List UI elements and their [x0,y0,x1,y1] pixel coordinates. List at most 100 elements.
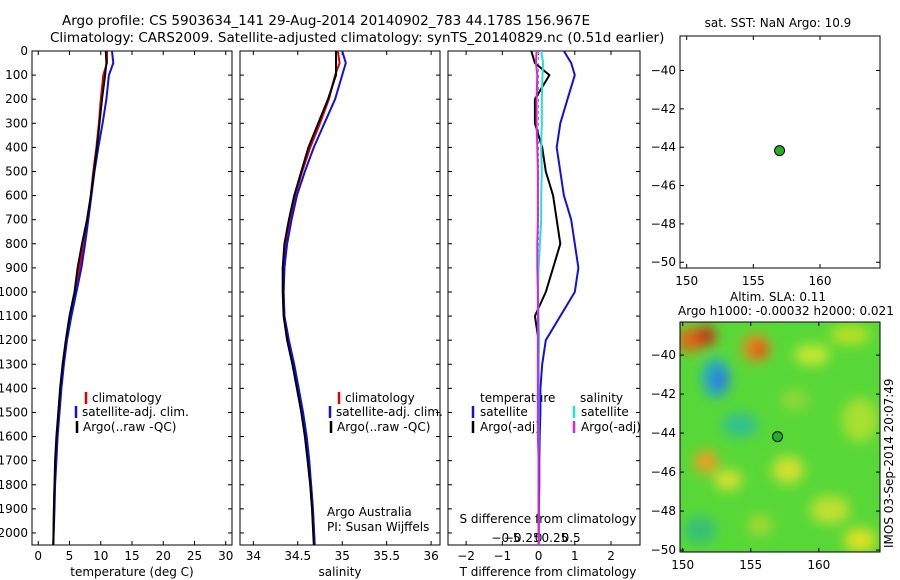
sla_map-xtick-label: 155 [739,558,762,572]
temperature-series-1 [52,50,115,546]
salinity-series-2 [281,51,337,546]
sla_map-float-position [772,431,784,443]
sla-map-frame [679,321,881,553]
temperature-axes-frame [31,50,233,546]
salinity-legend-argo: Argo(..raw -QC) [337,420,430,434]
difference-s-tick-label: −0.25 [504,531,541,545]
difference-xtick-label: 1 [571,549,579,563]
temperature-xtick-label: 25 [187,549,202,563]
sst-map-title: sat. SST: NaN Argo: 10.9 [705,16,852,30]
sla_map-ytick-label: −42 [651,387,676,401]
salinity-annotation-line-2: PI: Susan Wijffels [327,520,429,534]
temperature-xtick-label: 15 [124,549,139,563]
difference-xtick-label: −1 [493,549,511,563]
difference-top-label: S difference from climatology [460,512,637,526]
temperature-ytick-label: 700 [5,213,28,227]
sla-blob [714,470,742,490]
sla-blob [722,413,758,437]
sla_map-ytick-label: −50 [651,543,676,557]
salinity-legend-climatology: climatology [345,391,415,405]
sst_map-ytick-label: −46 [651,179,676,193]
difference-s-tick-label: −0.5 [491,531,520,545]
difference-xtick-label: 0 [535,549,543,563]
sla-blob [810,496,850,524]
difference-x-label: T difference from climatology [459,565,637,579]
header-line-1: Argo profile: CS 5903634_141 29-Aug-2014… [62,13,590,29]
temperature-legend: climatology satellite-adj. clim. Argo(..… [74,391,189,434]
temperature-x-label: temperature (deg C) [70,565,193,579]
difference-s-tick-label: 0.5 [562,531,581,545]
temperature-ytick-label: 1400 [0,381,28,395]
sla-blob [713,370,727,390]
temperature-legend-climatology: climatology [92,391,162,405]
sla-blob [842,398,878,442]
temperature-ytick-label: 1500 [0,405,28,419]
sla-map-panel: Altim. SLA: 0.11 Argo h1000: -0.00032 h2… [651,290,894,572]
sla-heatmap [680,322,880,552]
sst_map-xtick-label: 150 [675,274,698,288]
header-line-2: Climatology: CARS2009. Satellite-adjuste… [50,30,664,46]
temperature-ytick-label: 1900 [0,502,28,516]
sst-map-panel: sat. SST: NaN Argo: 10.9 −40 −42 −44 −46 −48… [651,16,881,288]
salinity-series-0 [282,50,341,546]
salinity-legend: climatology satellite-adj. clim. Argo(..… [328,391,443,434]
salinity-xtick-label: 34 [246,549,261,563]
sst_map-ytick-label: −48 [651,217,676,231]
salinity-xtick-label: 34.5 [284,549,311,563]
difference-legend-title-salinity: salinity [580,391,623,405]
temperature-ytick-label: 600 [5,189,28,203]
salinity-legend-satellite: satellite-adj. clim. [336,405,443,419]
temperature-ytick-label: 1600 [0,430,28,444]
difference-xtick-label: 2 [607,549,615,563]
temperature-legend-satellite: satellite-adj. clim. [82,405,189,419]
temperature-xtick-label: 5 [66,549,74,563]
salinity-xtick-label: 35.5 [373,549,400,563]
sla-blob [830,325,870,345]
salinity-xtick-label: 36 [423,549,438,563]
sst_map-xtick-label: 160 [809,274,832,288]
temperature-series-2 [52,50,108,546]
sla-blob [844,528,876,552]
temperature-ytick-label: 800 [5,237,28,251]
sst_map-float-position [774,145,786,157]
salinity-panel: salinity climatology satellite-adj. clim… [239,50,443,579]
difference-legend: temperature salinity satellite Argo(-adj… [471,391,641,434]
difference-xtick-label: −2 [457,549,475,563]
temperature-ytick-label: 1100 [0,309,28,323]
temperature-ytick-label: 500 [5,164,28,178]
temperature-ytick-label: 300 [5,116,28,130]
temperature-xtick-label: 30 [218,549,233,563]
sla-blob [781,390,809,410]
temperature-ytick-label: 1800 [0,478,28,492]
temperature-xtick-label: 10 [93,549,108,563]
sst_map-ytick-label: −42 [651,102,676,116]
temperature-ytick-label: 0 [20,44,28,58]
difference-legend-title-temperature: temperature [480,391,555,405]
temperature-legend-argo: Argo(..raw -QC) [83,420,176,434]
imos-timestamp: IMOS 03-Sep-2014 20:07:49 [882,378,896,548]
temperature-xtick-label: 0 [34,549,42,563]
sla-map-title-line-2: Argo h1000: -0.00032 h2000: 0.021 [678,304,894,318]
temperature-ytick-label: 1000 [0,285,28,299]
difference-legend-s-argo: Argo(-adj) [581,420,641,434]
sla_map-ytick-label: −46 [651,465,676,479]
sst_map-ytick-label: −40 [651,64,676,78]
temperature-ytick-label: 900 [5,261,28,275]
sst_map-ytick-label: −44 [651,140,676,154]
temperature-ytick-label: 200 [5,92,28,106]
sla-blob [748,515,772,535]
temperature-ytick-label: 2000 [0,526,28,540]
sla-heatmap-blobs [680,325,878,552]
sla_map-xtick-label: 150 [671,558,694,572]
sla-blob [794,345,830,365]
sst_map-ytick-label: −50 [651,255,676,269]
temperature-ytick-label: 1200 [0,333,28,347]
sla_map-ytick-label: −48 [651,504,676,518]
difference-s-tick-label: 0.25 [542,531,569,545]
difference-series-1 [530,50,562,545]
difference-legend-s-satellite: satellite [581,405,629,419]
difference-panel: T difference from climatology S differen… [447,50,641,579]
temperature-xtick-label: 20 [156,549,171,563]
salinity-annotation-line-1: Argo Australia [327,505,412,519]
